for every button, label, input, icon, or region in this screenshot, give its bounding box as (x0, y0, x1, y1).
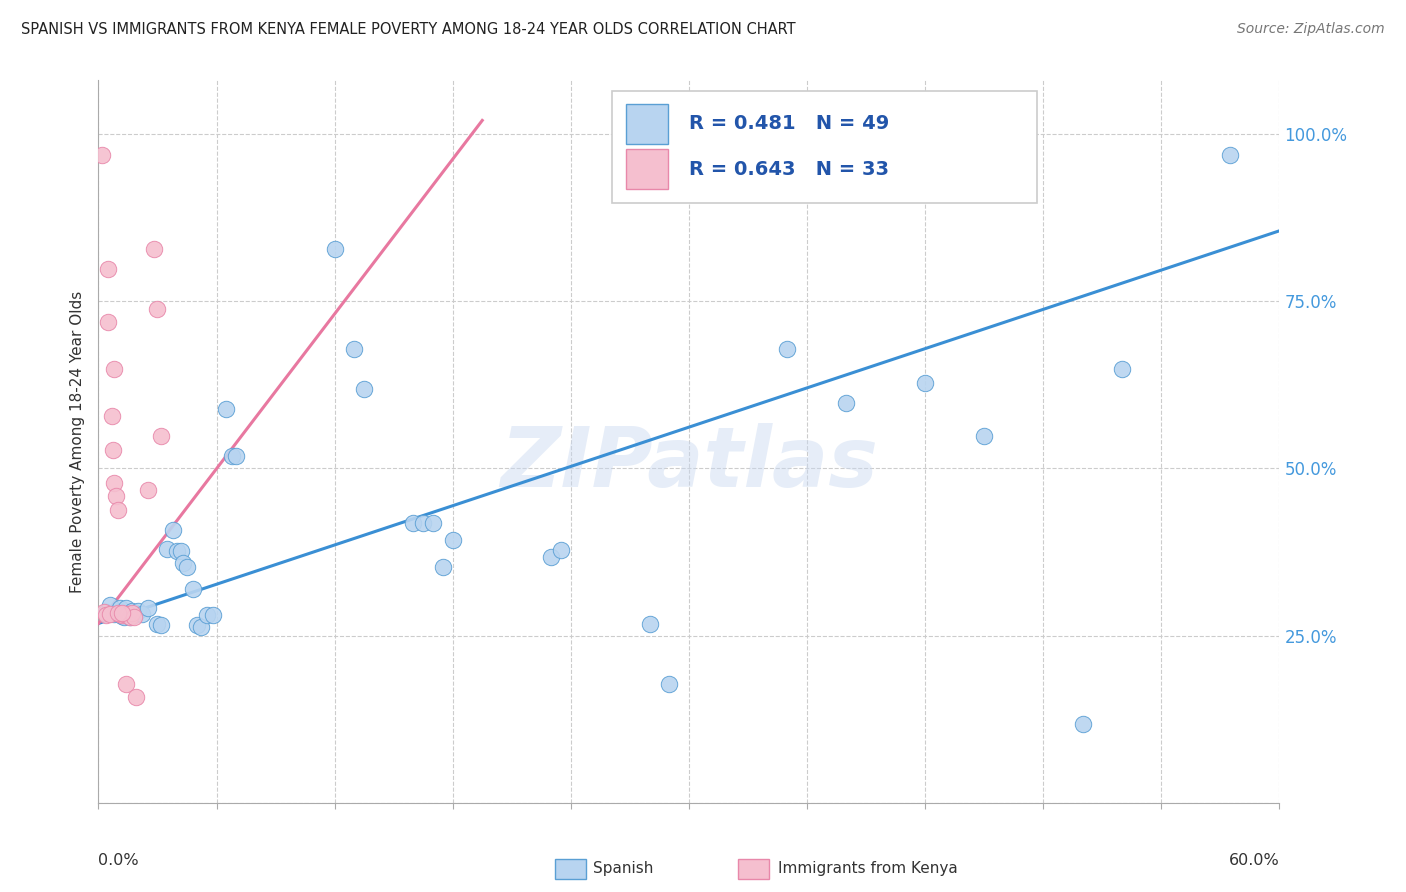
Point (170, 543, 193, 558)
Point (103, 476, 125, 491)
Point (146, 302, 169, 317)
Point (121, 606, 143, 620)
Point (150, 429, 173, 443)
Point (225, 450, 247, 464)
Point (540, 549, 562, 564)
Point (186, 617, 208, 632)
Text: R = 0.481   N = 49: R = 0.481 N = 49 (689, 114, 889, 133)
Point (422, 516, 444, 530)
Point (108, 607, 131, 622)
Point (136, 483, 159, 497)
Point (103, 362, 125, 376)
Point (96, 608, 118, 623)
FancyBboxPatch shape (626, 149, 668, 189)
Y-axis label: Female Poverty Among 18-24 Year Olds: Female Poverty Among 18-24 Year Olds (70, 291, 86, 592)
Point (96, 605, 118, 619)
Point (118, 610, 141, 624)
Point (166, 543, 188, 558)
Point (201, 607, 224, 622)
Text: SPANISH VS IMMIGRANTS FROM KENYA FEMALE POVERTY AMONG 18-24 YEAR OLDS CORRELATIO: SPANISH VS IMMIGRANTS FROM KENYA FEMALE … (21, 22, 796, 37)
Point (103, 607, 125, 622)
Point (107, 503, 129, 517)
Point (776, 342, 799, 356)
Text: Source: ZipAtlas.com: Source: ZipAtlas.com (1237, 22, 1385, 37)
Point (150, 617, 173, 632)
Point (1111, 362, 1133, 376)
Text: 60.0%: 60.0% (1229, 854, 1279, 869)
Point (111, 606, 134, 620)
Point (103, 442, 125, 457)
Point (1071, 717, 1094, 731)
Point (215, 402, 238, 417)
Point (97, 262, 120, 277)
Point (125, 690, 148, 705)
Point (111, 609, 134, 624)
Point (835, 396, 858, 410)
FancyBboxPatch shape (626, 103, 668, 144)
Point (162, 523, 184, 537)
Point (117, 607, 139, 622)
Point (172, 556, 194, 570)
Point (115, 601, 138, 615)
Point (678, 148, 700, 162)
Text: Immigrants from Kenya: Immigrants from Kenya (778, 862, 957, 876)
Point (550, 542, 572, 557)
Point (343, 342, 366, 356)
Point (638, 616, 661, 631)
Point (190, 620, 212, 634)
Point (122, 607, 145, 622)
Point (112, 607, 135, 622)
Point (101, 409, 124, 424)
Point (107, 606, 129, 620)
FancyBboxPatch shape (612, 91, 1038, 203)
Point (658, 676, 681, 690)
Point (105, 489, 128, 503)
Point (221, 450, 243, 464)
Point (195, 607, 218, 622)
Point (914, 376, 936, 390)
Text: 0.0%: 0.0% (98, 854, 139, 869)
Point (146, 616, 169, 631)
Point (112, 610, 135, 624)
Point (156, 541, 179, 556)
Point (108, 601, 131, 615)
Point (412, 516, 434, 530)
Point (121, 604, 143, 618)
Point (118, 610, 141, 624)
Point (1219, 148, 1241, 162)
Text: Spanish: Spanish (593, 862, 654, 876)
Point (122, 610, 145, 624)
Point (105, 606, 128, 620)
Point (136, 601, 159, 615)
Point (402, 516, 425, 530)
Point (432, 559, 454, 574)
Point (91, 148, 114, 162)
Point (111, 608, 134, 623)
Point (115, 676, 138, 690)
Point (127, 604, 149, 618)
Point (181, 582, 204, 597)
Point (323, 242, 346, 256)
Point (131, 607, 153, 622)
Point (98, 599, 121, 613)
Point (142, 242, 165, 256)
Text: R = 0.643   N = 33: R = 0.643 N = 33 (689, 160, 889, 178)
Point (176, 559, 198, 574)
Point (441, 533, 464, 547)
Point (97, 316, 120, 330)
Text: ZIPatlas: ZIPatlas (501, 423, 877, 504)
Point (973, 429, 995, 443)
Point (93, 605, 115, 619)
Point (98, 607, 121, 622)
Point (353, 382, 375, 396)
